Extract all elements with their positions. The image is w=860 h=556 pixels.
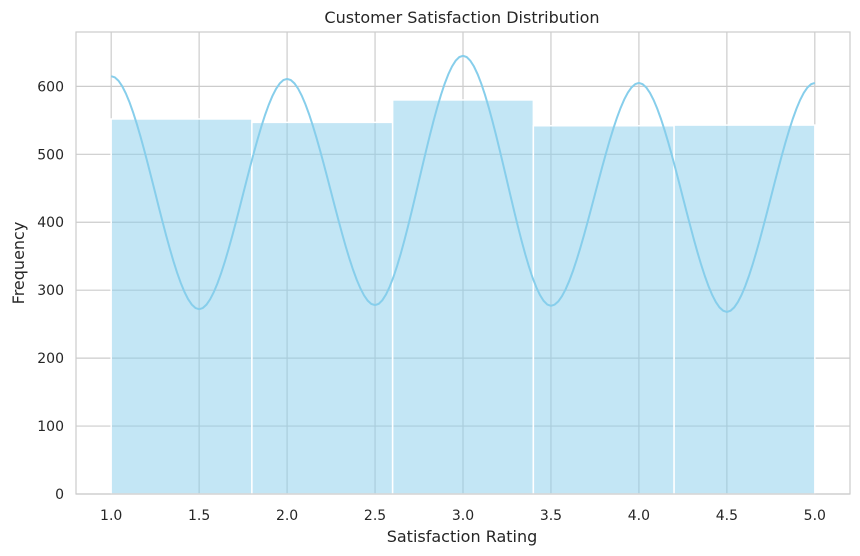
plot-frame xyxy=(75,31,851,495)
histogram-bar-5 xyxy=(673,124,816,495)
x-tick-label: 2.0 xyxy=(276,508,298,524)
x-tick-labels: 1.0 1.5 2.0 2.5 3.0 3.5 4.0 4.5 5.0 xyxy=(100,508,826,524)
x-axis-label: Satisfaction Rating xyxy=(387,527,538,546)
y-tick-label: 0 xyxy=(55,487,64,503)
kde-layer xyxy=(110,54,816,313)
chart-title: Customer Satisfaction Distribution xyxy=(324,8,599,27)
histogram-bar-1 xyxy=(110,118,253,495)
y-tick-label: 500 xyxy=(37,147,64,163)
x-tick-label: 5.0 xyxy=(804,508,826,524)
y-tick-label: 100 xyxy=(37,419,64,435)
y-tick-label: 300 xyxy=(37,283,64,299)
x-tick-label: 3.0 xyxy=(452,508,474,524)
x-tick-label: 1.0 xyxy=(100,508,122,524)
y-axis-label: Frequency xyxy=(9,222,28,305)
x-tick-label: 4.5 xyxy=(716,508,738,524)
x-tick-label: 1.5 xyxy=(188,508,210,524)
y-tick-labels: 0 100 200 300 400 500 600 xyxy=(37,79,64,503)
y-tick-label: 200 xyxy=(37,351,64,367)
x-tick-label: 4.0 xyxy=(628,508,650,524)
x-tick-label: 3.5 xyxy=(540,508,562,524)
histogram-bar-3 xyxy=(391,99,535,495)
histogram-bar-2 xyxy=(251,121,394,495)
histogram-bar-4 xyxy=(532,125,675,495)
bars-layer xyxy=(110,99,816,495)
x-tick-label: 2.5 xyxy=(364,508,386,524)
kde-curve xyxy=(110,54,816,313)
y-tick-label: 600 xyxy=(37,79,64,95)
y-tick-label: 400 xyxy=(37,215,64,231)
